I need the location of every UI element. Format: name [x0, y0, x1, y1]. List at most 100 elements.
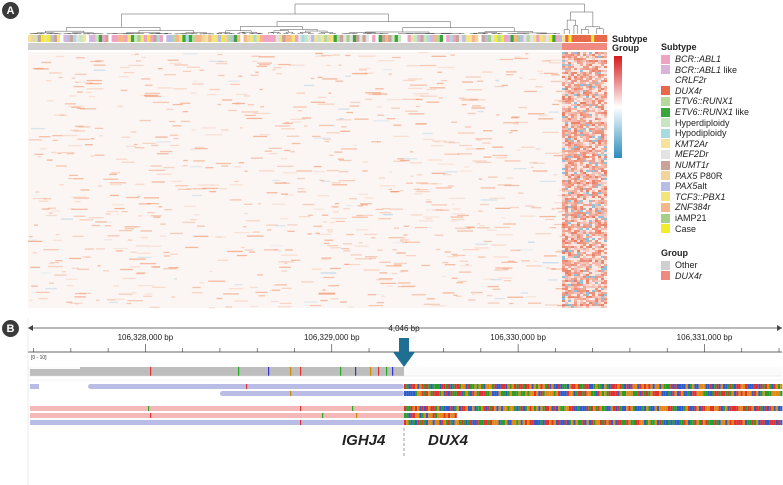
heatmap-cell: [601, 264, 604, 266]
subtype-cell: [378, 35, 383, 42]
coverage-mismatch: [370, 367, 372, 376]
heatmap-cell: [478, 178, 483, 180]
soft-clip-base: [641, 391, 644, 396]
heatmap-cell: [464, 126, 471, 128]
heatmap-cell: [589, 264, 592, 266]
heatmap-cell: [574, 230, 577, 232]
heatmap-cell: [258, 56, 275, 58]
subtype-cell: [346, 35, 350, 42]
heatmap-cell: [324, 140, 330, 143]
heatmap-cell: [239, 127, 243, 129]
heatmap-cell: [537, 70, 543, 72]
subtype-cell: [85, 35, 90, 42]
legend-label-part: DUX4r: [675, 85, 703, 96]
heatmap-cell: [595, 84, 598, 86]
soft-clip-base: [606, 406, 609, 411]
heatmap-cell: [401, 285, 416, 287]
heatmap-cell: [456, 282, 463, 284]
heatmap-cell: [586, 170, 589, 172]
soft-clip-base: [668, 384, 671, 389]
soft-clip-base: [474, 420, 477, 425]
heatmap-cell: [467, 299, 476, 301]
heatmap-cell: [565, 116, 568, 118]
heatmap-cell: [565, 80, 568, 82]
heatmap-cell: [586, 236, 589, 238]
soft-clip-base: [408, 391, 411, 396]
heatmap-cell: [592, 276, 595, 278]
heatmap-cell: [565, 266, 568, 268]
heatmap-cell: [595, 244, 598, 246]
heatmap-cell: [586, 156, 589, 158]
heatmap-cell: [601, 82, 604, 84]
heatmap-cell: [209, 88, 220, 91]
heatmap-cell: [568, 270, 571, 272]
soft-clip-base: [571, 406, 574, 411]
heatmap-cell: [388, 73, 392, 75]
heatmap-cell: [592, 66, 595, 68]
heatmap-cell: [568, 122, 571, 124]
heatmap-cell: [571, 238, 574, 240]
heatmap-cell: [583, 124, 586, 126]
soft-clip-base: [505, 420, 508, 425]
heatmap-cell: [601, 128, 604, 130]
soft-clip-base: [720, 391, 723, 396]
soft-clip-base: [657, 406, 660, 411]
heatmap-cell: [163, 268, 177, 270]
heatmap-cell: [96, 221, 113, 223]
heatmap-cell: [604, 200, 607, 202]
heatmap-cell: [601, 158, 604, 160]
heatmap-cell: [583, 126, 586, 128]
heatmap-cell: [549, 227, 557, 229]
heatmap-cell: [586, 84, 589, 86]
heatmap-cell: [511, 117, 519, 119]
soft-clip-base: [582, 420, 585, 425]
heatmap-cell: [601, 134, 604, 136]
heatmap-cell: [562, 212, 565, 214]
heatmap-cell: [71, 196, 88, 198]
heatmap-cell: [568, 102, 571, 104]
heatmap-cell: [604, 102, 607, 104]
soft-clip-base: [672, 420, 675, 425]
heatmap-cell: [577, 186, 580, 188]
soft-clip-base: [670, 384, 673, 389]
heatmap-cell: [571, 248, 574, 250]
subtype-cell: [53, 35, 58, 42]
soft-clip-base: [527, 406, 530, 411]
soft-clip-base: [571, 384, 574, 389]
soft-clip-base: [756, 406, 759, 411]
heatmap-cell: [574, 166, 577, 168]
soft-clip-base: [617, 420, 620, 425]
heatmap-cell: [160, 223, 166, 225]
heatmap-cell: [577, 136, 580, 138]
soft-clip-base: [540, 406, 543, 411]
heatmap-cell: [601, 280, 604, 282]
heatmap-cell: [595, 94, 598, 96]
subtype-cell: [394, 35, 399, 42]
heatmap-cell: [583, 284, 586, 286]
heatmap-cell: [344, 263, 360, 266]
heatmap-cell: [580, 112, 583, 114]
heatmap-cell: [414, 193, 423, 195]
heatmap-cell: [568, 166, 571, 168]
heatmap-cell: [180, 102, 191, 104]
heatmap-cell: [481, 71, 493, 73]
legend-label: BCR::ABL1 like: [675, 65, 737, 75]
heatmap-cell: [322, 289, 326, 291]
heatmap-cell: [583, 66, 586, 68]
heatmap-cell: [586, 204, 589, 206]
heatmap-cell: [580, 286, 583, 288]
heatmap-cell: [97, 265, 101, 267]
heatmap-cell: [580, 214, 583, 216]
heatmap-cell: [568, 184, 571, 186]
heatmap-cell: [562, 216, 565, 218]
soft-clip-base: [492, 391, 495, 396]
soft-clip-base: [448, 391, 451, 396]
heatmap-cell: [486, 229, 497, 231]
heatmap-cell: [562, 178, 565, 180]
soft-clip-base: [423, 406, 426, 411]
heatmap-cell: [583, 222, 586, 224]
heatmap-cell: [601, 202, 604, 204]
heatmap-cell: [568, 88, 571, 90]
heatmap-cell: [589, 200, 592, 202]
heatmap-cell: [598, 144, 601, 146]
